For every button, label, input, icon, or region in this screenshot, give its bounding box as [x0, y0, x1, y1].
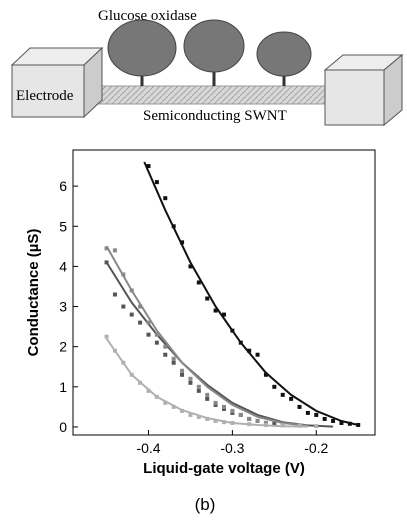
data-point [222, 406, 226, 411]
data-point [154, 180, 159, 185]
y-tick-label: 3 [59, 299, 67, 315]
y-tick-label: 2 [59, 339, 67, 355]
data-point [272, 384, 277, 389]
data-point [247, 348, 252, 353]
data-point [196, 384, 201, 389]
fit-line [105, 245, 309, 427]
data-point [112, 292, 117, 297]
data-point [356, 422, 361, 427]
data-point [255, 418, 260, 423]
data-point [331, 418, 336, 423]
data-point [255, 352, 260, 357]
data-point [188, 412, 193, 417]
data-point [104, 246, 109, 251]
data-point [263, 420, 268, 425]
data-point [322, 416, 327, 421]
data-point [289, 396, 294, 401]
y-tick-label: 4 [59, 258, 67, 274]
data-point [263, 372, 268, 377]
data-point [121, 304, 126, 309]
data-point [272, 421, 277, 426]
data-point [154, 340, 159, 345]
data-point [112, 248, 117, 253]
data-point [163, 400, 168, 405]
fit-line [105, 261, 334, 428]
data-point [180, 372, 185, 377]
data-point [230, 408, 235, 413]
enzyme-label: Glucose oxidase [98, 8, 197, 24]
y-tick-label: 1 [59, 379, 67, 395]
data-point [196, 388, 201, 393]
data-point [180, 240, 185, 245]
data-point [247, 416, 252, 421]
data-point [238, 412, 243, 417]
data-point [314, 412, 319, 417]
x-axis-label: Liquid-gate voltage (V) [143, 460, 305, 477]
data-point [205, 392, 210, 397]
data-point [305, 410, 310, 415]
data-point [213, 308, 218, 313]
data-point [104, 334, 109, 339]
data-point [146, 320, 151, 325]
data-point [205, 296, 210, 301]
data-point [180, 368, 185, 373]
data-point [171, 360, 176, 365]
right-electrode [323, 53, 404, 127]
data-point [196, 414, 201, 419]
left-electrode [10, 46, 104, 119]
y-tick-label: 5 [59, 218, 67, 234]
y-axis-label: Conductance (µS) [25, 229, 42, 357]
x-tick-label: -0.4 [136, 440, 160, 456]
data-point [146, 164, 151, 169]
data-point [222, 404, 226, 409]
data-point [230, 410, 235, 415]
data-point [138, 320, 143, 325]
data-point [314, 424, 319, 429]
data-point [297, 404, 302, 409]
data-point [213, 418, 218, 423]
data-point [154, 332, 159, 337]
data-point [188, 380, 193, 385]
caption: (b) [195, 495, 216, 514]
y-tick-label: 0 [59, 419, 67, 435]
x-tick-label: -0.3 [220, 440, 244, 456]
data-point [146, 332, 151, 337]
nanotube [87, 85, 329, 105]
data-point [171, 356, 176, 361]
y-tick-label: 6 [59, 178, 67, 194]
electrode-label: Electrode [16, 88, 74, 104]
fit-line [143, 161, 359, 426]
data-point [171, 404, 176, 409]
data-point [163, 352, 168, 357]
data-point [222, 312, 226, 317]
data-point [104, 260, 109, 265]
plot-frame [72, 149, 376, 436]
data-point [280, 392, 285, 397]
x-tick-label: -0.2 [304, 440, 328, 456]
enzymes [107, 19, 312, 86]
data-point [213, 402, 218, 407]
data-point [138, 304, 143, 309]
data-point [163, 344, 168, 349]
plot: 0 1 2 3 4 5 6 -0.4 -0.3 -0.2 Liquid-gate voltage (… [25, 149, 376, 477]
data-point [163, 196, 168, 201]
data-point [339, 420, 344, 425]
tube-label: Semiconducting SWNT [143, 108, 287, 124]
data-point [188, 264, 193, 269]
data-point [196, 280, 201, 285]
data-point [213, 400, 218, 405]
diagram: Glucose oxidase Electrode Semiconducting… [10, 8, 404, 127]
data-point [188, 376, 193, 381]
data-point [205, 396, 210, 401]
fit-line [105, 338, 308, 428]
data-point [129, 312, 134, 317]
